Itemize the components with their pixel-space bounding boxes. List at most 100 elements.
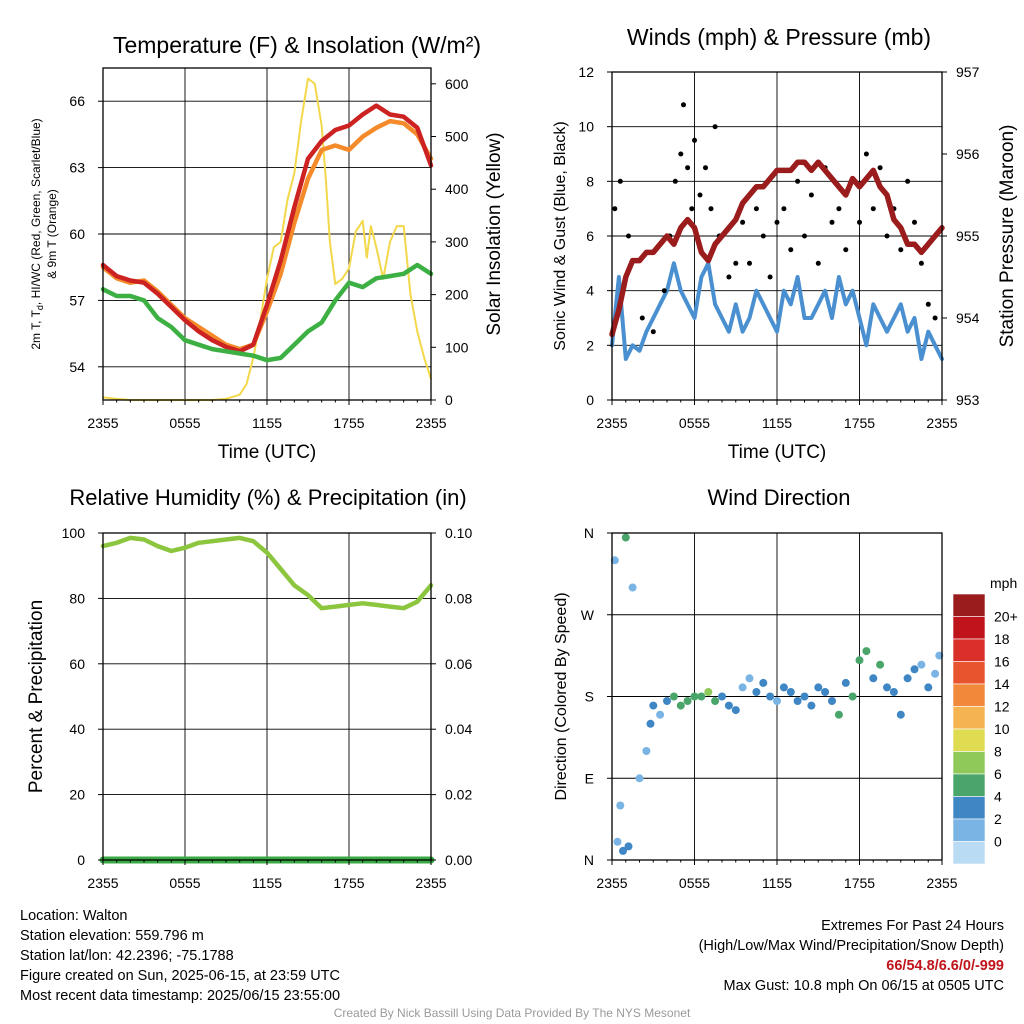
direction-point [697,692,706,701]
gridlines [103,533,431,860]
y2-tick-label: 955 [956,228,980,244]
y-tick-label: 0 [586,392,594,408]
x-tick-label: 2355 [596,875,627,891]
colorbar-swatch [952,638,986,662]
x-tick-label: 0555 [679,415,710,431]
gust-point [918,260,924,266]
gust-point [753,206,759,212]
colorbar-swatch [952,728,986,752]
gust-point [877,165,883,171]
gridlines [103,68,431,400]
gust-point [650,329,656,335]
y2-tick-label: 600 [445,76,469,92]
colorbar-label: 0 [994,834,1002,850]
station-info: Location: Walton Station elevation: 559.… [20,906,340,1006]
direction-point [814,683,823,692]
extremes-info: Extremes For Past 24 Hours (High/Low/Max… [699,916,1004,996]
gust-point [726,274,732,280]
axis-label: Station Pressure (Maroon) [997,125,1018,348]
gust-point [697,192,703,198]
x-tick-label: 2355 [87,875,118,891]
direction-point [841,678,850,687]
gust-point [905,178,911,184]
y2-tick-label: 957 [956,64,980,80]
gust-point [898,247,904,253]
x-tick-label: 1155 [252,415,282,431]
y2-tick-label: 0.00 [445,852,472,868]
gust-point [843,247,849,253]
colorbar-title: mph [990,575,1017,591]
direction-point [624,842,633,851]
direction-point [800,692,809,701]
y-tick-label: 8 [586,173,594,189]
colorbar-label: 8 [994,744,1002,760]
panel-title: Wind Direction [707,485,850,510]
colorbar-swatch [952,616,986,640]
colorbar-swatch [952,773,986,797]
y2-tick-label: 0.08 [445,590,472,606]
gust-point [678,151,684,157]
gridlines [612,533,942,860]
x-tick-label: 2355 [926,875,957,891]
colorbar-label: 10 [994,721,1010,737]
y-tick-label: E [585,770,594,786]
y-tick-label: 6 [586,228,594,244]
direction-point [862,647,871,656]
gust-point [912,219,917,225]
colorbar-swatch [952,841,986,865]
gust-point [829,219,835,225]
x-tick-label: 1155 [762,415,792,431]
gust-point [925,301,931,307]
colorbar-swatch [952,751,986,775]
colorbar-label: 14 [994,676,1010,692]
y-tick-label: 12 [578,64,594,80]
direction-point [646,719,655,728]
direction-point [711,697,720,705]
axis-label: Sonic Wind & Gust (Blue, Black) [552,121,569,350]
gust-point [857,219,862,225]
direction-point [759,678,768,687]
direction-point [848,692,857,701]
y-tick-label: 80 [69,590,85,606]
max-gust: Max Gust: 10.8 mph On 06/15 at 0505 UTC [723,978,1004,994]
gust-point [712,124,718,130]
direction-point [752,688,761,696]
gust-point [863,151,869,157]
x-tick-label: 2355 [87,415,118,431]
direction-point [649,701,658,710]
series-rh [100,535,434,611]
y2-tick-label: 200 [445,287,469,303]
gust-point [661,288,667,294]
direction-point [903,674,912,683]
station-location: Location: Walton [20,908,128,924]
colorbar-label: 18 [994,631,1010,647]
direction-point [704,688,713,696]
station-latlon: Station lat/lon: 42.2396; -75.1788 [20,948,234,964]
gust-point [932,315,938,321]
gust-point [815,260,821,266]
y-tick-label: 4 [586,283,594,299]
direction-point [745,674,754,683]
winds-pressure-panel: 2355 0555 1155 1755 235502468101295395495595… [552,24,1018,463]
y-tick-label: 60 [69,656,85,672]
gust-point [689,206,695,212]
direction-point [931,669,940,678]
axis-label: Percent & Precipitation [26,600,47,793]
x-tick-label: 1755 [333,415,364,431]
direction-point [786,688,795,696]
gust-point [774,219,780,225]
gust-point [617,178,623,184]
colorbar-label: 4 [994,789,1002,805]
direction-point [917,660,926,669]
series-pressure [609,159,945,338]
y-axis-label: & 9m T (Orange) [45,189,59,279]
gust-point [870,206,876,212]
gust-point [708,206,714,212]
panel-title: Temperature (F) & Insolation (W/m²) [113,32,481,58]
gust-point [884,233,890,239]
x-tick-label: 0555 [679,875,710,891]
y-tick-label: 57 [69,292,85,308]
colorbar-swatch [952,683,986,707]
